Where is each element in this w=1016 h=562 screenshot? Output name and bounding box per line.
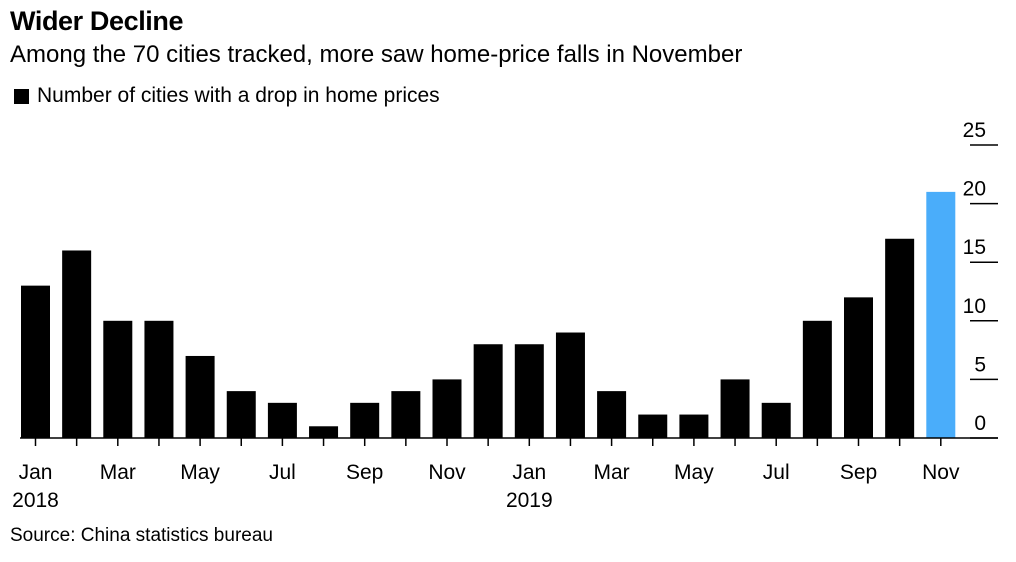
bar bbox=[679, 414, 709, 438]
bar bbox=[885, 238, 915, 438]
chart-source: Source: China statistics bureau bbox=[10, 525, 273, 546]
bar bbox=[432, 379, 462, 438]
bar bbox=[597, 391, 627, 438]
y-tick-label: 0 bbox=[974, 412, 986, 435]
bar bbox=[391, 391, 421, 438]
legend-label: Number of cities with a drop in home pri… bbox=[37, 84, 440, 107]
x-tick-label: Sep bbox=[840, 461, 877, 484]
bar bbox=[720, 379, 750, 438]
x-tick-label: Jul bbox=[269, 461, 296, 484]
chart-subtitle: Among the 70 cities tracked, more saw ho… bbox=[10, 41, 743, 68]
x-tick-label: Jul bbox=[763, 461, 790, 484]
y-tick-label: 5 bbox=[974, 353, 986, 376]
bar bbox=[926, 191, 956, 438]
bar bbox=[267, 402, 297, 438]
x-tick-year-label: 2018 bbox=[12, 489, 59, 512]
chart-legend: Number of cities with a drop in home pri… bbox=[14, 84, 440, 108]
x-tick-label: Mar bbox=[594, 461, 630, 484]
bar bbox=[309, 426, 339, 438]
y-tick-label: 10 bbox=[963, 295, 986, 318]
bar bbox=[802, 320, 832, 438]
bar bbox=[62, 250, 92, 438]
bar bbox=[21, 285, 50, 438]
x-tick-label: Nov bbox=[922, 461, 960, 484]
y-tick-label: 25 bbox=[963, 119, 986, 142]
x-tick-year-label: 2019 bbox=[506, 489, 553, 512]
y-tick-label: 15 bbox=[963, 236, 986, 259]
x-tick-label: May bbox=[674, 461, 714, 484]
x-tick-label: May bbox=[180, 461, 220, 484]
bar bbox=[555, 332, 585, 438]
legend-swatch bbox=[14, 88, 29, 104]
bar bbox=[844, 297, 873, 438]
x-tick-label: Mar bbox=[100, 461, 136, 484]
bar bbox=[144, 320, 174, 438]
bar bbox=[638, 414, 668, 438]
bar bbox=[226, 391, 256, 438]
bar bbox=[185, 355, 215, 438]
bar bbox=[350, 402, 380, 438]
bar bbox=[514, 344, 544, 438]
x-tick-label: Sep bbox=[346, 461, 383, 484]
bar bbox=[473, 344, 503, 438]
y-tick-label: 20 bbox=[963, 178, 986, 201]
x-tick-label: Jan bbox=[19, 461, 53, 484]
bar bbox=[761, 402, 791, 438]
bar bbox=[103, 320, 133, 438]
x-tick-label: Jan bbox=[512, 461, 546, 484]
x-tick-label: Nov bbox=[428, 461, 466, 484]
chart-title: Wider Decline bbox=[10, 6, 184, 36]
